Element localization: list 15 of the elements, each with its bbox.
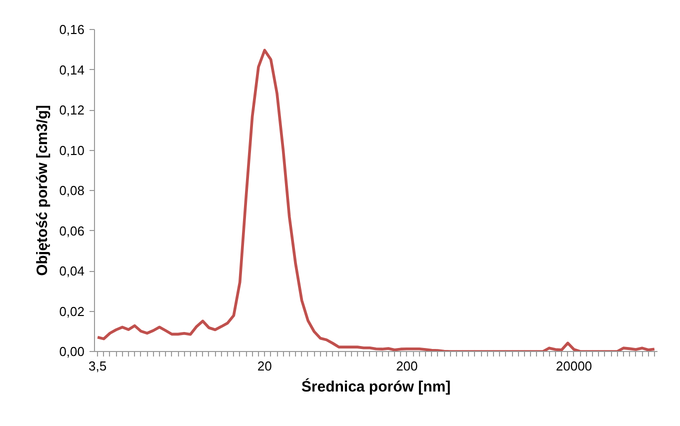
y-tick-label: 0,06 [59,223,85,238]
x-tick-label: 200 [396,358,418,374]
y-tick-label: 0,00 [59,344,85,359]
y-tick-label: 0,12 [59,102,85,118]
y-tick-label: 0,10 [59,142,85,158]
y-tick-label: 0,04 [59,264,85,278]
x-axis-title: Średnica porów [nm] [301,378,451,396]
y-tick-label: 0,16 [59,22,85,37]
x-tick-label: 20000 [556,358,592,374]
y-axis-title: Objętość porów [cm3/g] [34,105,52,276]
y-tick-label: 0,02 [59,304,85,319]
y-tick-label: 0,08 [59,183,85,198]
y-tick-label: 0,14 [59,62,85,78]
x-tick-label: 20 [257,358,272,374]
x-tick-label: 3,5 [88,358,107,374]
